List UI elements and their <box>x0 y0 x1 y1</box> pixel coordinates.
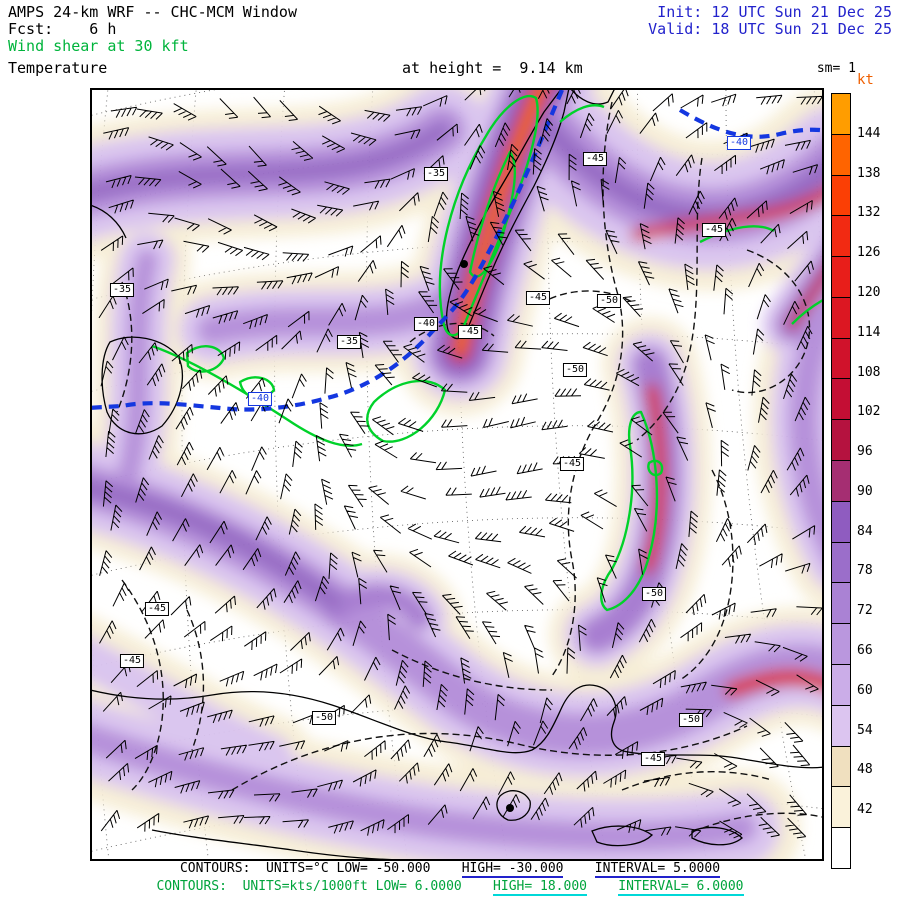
colorbar-cell <box>831 745 851 788</box>
footer-caption-segment <box>462 879 493 894</box>
contour-value-label: -45 <box>701 223 727 237</box>
colorbar-tick-label: 60 <box>857 682 873 698</box>
contour-value-label: -35 <box>109 283 135 297</box>
colorbar-tick-label: 138 <box>857 165 881 181</box>
jet-axis-contour-layer <box>92 90 822 412</box>
contour-value-label: -40 <box>726 136 752 150</box>
footer-caption-segment: INTERVAL= 6.0000 <box>618 879 744 896</box>
footer-shear-contours-caption: CONTOURS: UNITS=kts/1000ft LOW= 6.0000 H… <box>0 879 900 896</box>
temperature-contour-layer <box>116 101 822 833</box>
colorbar-tick-label: 42 <box>857 802 873 818</box>
init-time-label: Init: 12 UTC Sun 21 Dec 25 <box>657 3 892 21</box>
colorbar-cells <box>831 93 851 869</box>
colorbar-cell <box>831 786 851 829</box>
footer-caption-segment: CONTOURS: UNITS=°C LOW= -50.000 <box>179 861 431 876</box>
colorbar-cell <box>831 93 851 135</box>
colorbar-cell <box>831 541 851 584</box>
colorbar-tick-label: 90 <box>857 483 873 499</box>
contour-value-label: -45 <box>144 602 170 616</box>
contour-value-label: -45 <box>457 325 483 339</box>
colorbar: kt 144 138 132 126 120 114 108 102 96 90 84 78 72 66 6… <box>831 72 895 869</box>
colorbar-tick-label: 108 <box>857 364 881 380</box>
colorbar-cell <box>831 704 851 747</box>
footer-caption-segment: HIGH= 18.000 <box>493 879 587 896</box>
colorbar-tick-label: 126 <box>857 245 881 261</box>
footer-caption-segment <box>563 861 594 876</box>
footer-caption-segment <box>430 861 461 876</box>
contour-value-label: -45 <box>640 752 666 766</box>
footer-caption-segment: HIGH= -30.000 <box>461 861 564 878</box>
coastline-layer <box>92 90 822 859</box>
shear-field-label: Wind shear at 30 kft <box>8 37 189 55</box>
footer-caption-segment: CONTOURS: UNITS=kts/1000ft LOW= 6.0000 <box>156 879 462 894</box>
contour-value-label: -45 <box>525 291 551 305</box>
footer-temperature-contours-caption: CONTOURS: UNITS=°C LOW= -50.000 HIGH= -3… <box>0 861 900 878</box>
contour-value-label: -35 <box>423 167 449 181</box>
storm-motion-label: sm= 1 <box>816 61 856 76</box>
contour-value-label: -50 <box>596 294 622 308</box>
colorbar-cell <box>831 460 851 502</box>
contour-value-label: -50 <box>562 363 588 377</box>
forecast-hour-label: Fcst: 6 h <box>8 20 117 38</box>
footer-caption-segment: INTERVAL= 5.0000 <box>594 861 721 878</box>
colorbar-cell <box>831 378 851 421</box>
shear-shading-layer <box>92 90 822 859</box>
colorbar-tick-label: 102 <box>857 404 881 420</box>
weather-map: -45 -40 -35 -45 -35 -45 -50 -40 -45 -35 -50 -40 -45 -… <box>90 88 824 861</box>
contour-value-label: -50 <box>311 711 337 725</box>
contour-value-label: -40 <box>247 392 273 406</box>
footer-caption-segment <box>587 879 618 894</box>
colorbar-tick-label: 48 <box>857 762 873 778</box>
wind-barb-layer <box>98 90 822 839</box>
contour-label-layer: -45 -40 -35 -45 -35 -45 -50 -40 -45 -35 -50 -40 -45 -… <box>92 90 822 859</box>
colorbar-tick-label: 54 <box>857 722 873 738</box>
colorbar-cell <box>831 296 851 339</box>
colorbar-tick-label: 96 <box>857 444 873 460</box>
colorbar-units-label: kt <box>857 72 874 88</box>
colorbar-tick-label: 72 <box>857 603 873 619</box>
colorbar-tick-label: 114 <box>857 324 881 340</box>
temperature-field-label: Temperature <box>8 59 108 77</box>
colorbar-cell <box>831 663 851 706</box>
colorbar-cell <box>831 256 851 298</box>
contour-value-label: -45 <box>119 654 145 668</box>
colorbar-tick-label: 84 <box>857 523 873 539</box>
colorbar-cell <box>831 827 851 869</box>
station-dot <box>506 804 514 812</box>
contour-value-label: -45 <box>582 152 608 166</box>
colorbar-cell <box>831 582 851 625</box>
colorbar-cell <box>831 174 851 217</box>
contour-value-label: -50 <box>641 587 667 601</box>
colorbar-tick-label: 120 <box>857 284 881 300</box>
contour-value-label: -40 <box>413 317 439 331</box>
colorbar-cell <box>831 419 851 462</box>
colorbar-tick-label: 66 <box>857 643 873 659</box>
station-dot <box>460 260 468 268</box>
model-title: AMPS 24-km WRF -- CHC-MCM Window <box>8 3 297 21</box>
valid-time-label: Valid: 18 UTC Sun 21 Dec 25 <box>648 20 892 38</box>
contour-value-label: -45 <box>559 457 585 471</box>
contour-value-label: -35 <box>336 335 362 349</box>
colorbar-cell <box>831 500 851 543</box>
colorbar-cell <box>831 623 851 665</box>
height-label: at height = 9.14 km <box>402 59 583 77</box>
colorbar-cell <box>831 133 851 176</box>
colorbar-tick-label: 132 <box>857 205 881 221</box>
contour-value-label: -50 <box>678 713 704 727</box>
colorbar-cell <box>831 337 851 380</box>
colorbar-cell <box>831 215 851 258</box>
colorbar-tick-label: 78 <box>857 563 873 579</box>
colorbar-tick-label: 144 <box>857 125 881 141</box>
weather-map-canvas <box>92 90 822 859</box>
